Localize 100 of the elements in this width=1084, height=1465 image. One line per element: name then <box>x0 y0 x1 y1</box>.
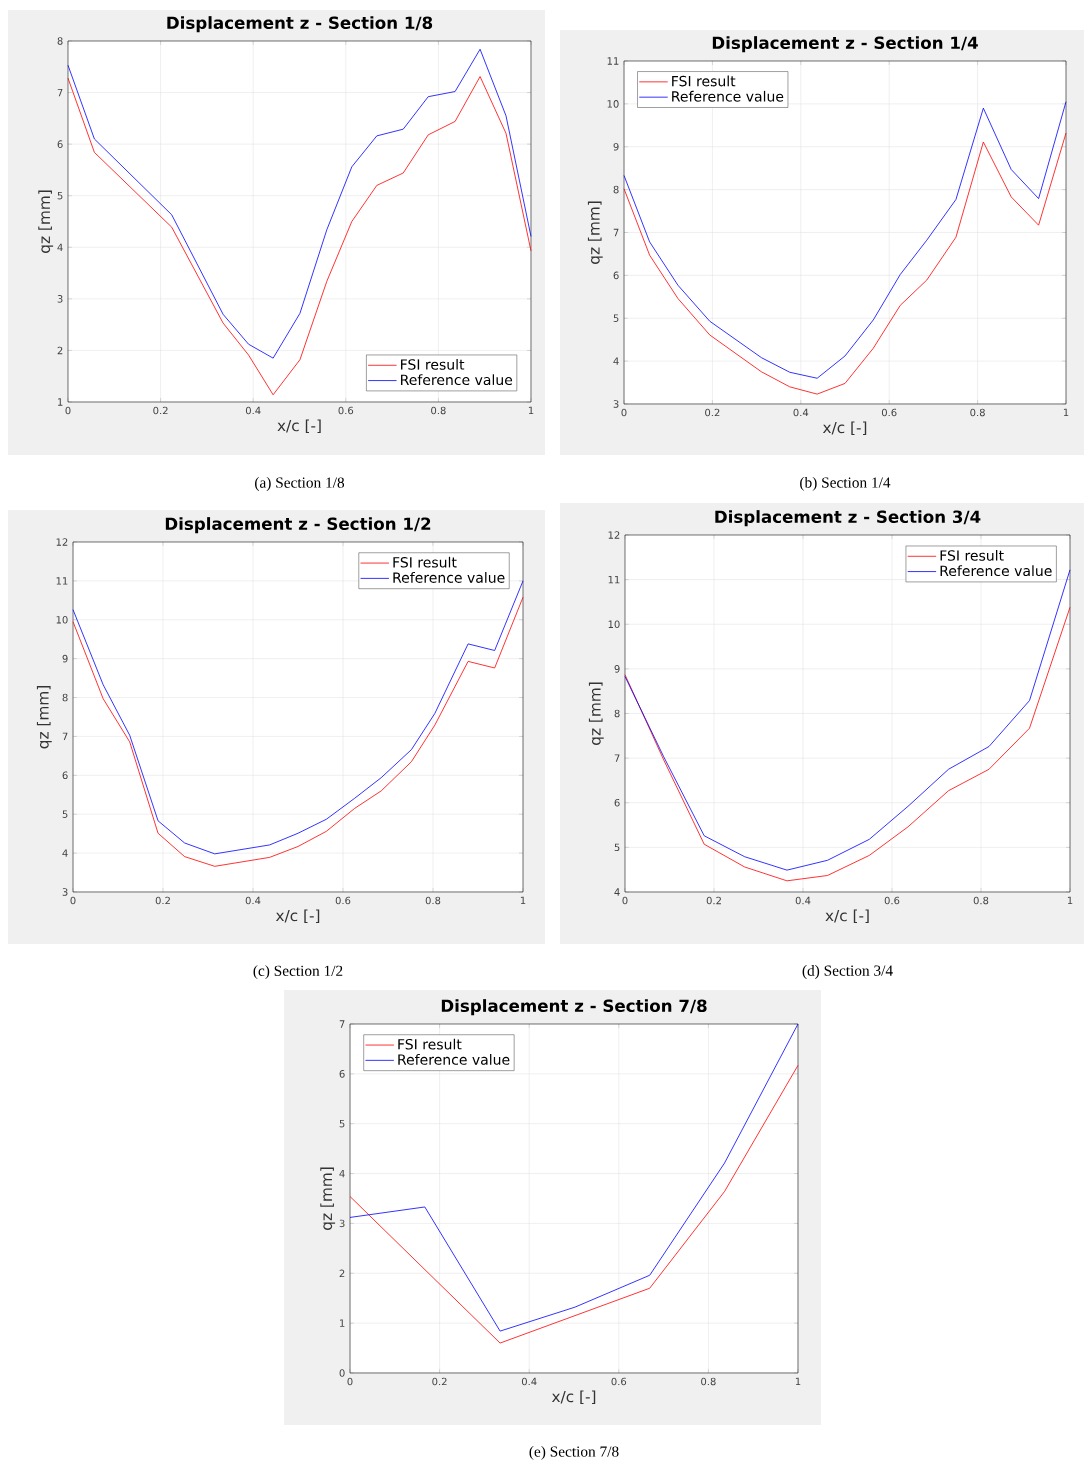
x-tick-label: 1 <box>528 406 534 414</box>
y-tick-label: 11 <box>607 57 619 65</box>
y-tick-label: 7 <box>57 88 63 97</box>
y-tick-label: 7 <box>614 754 620 762</box>
y-tick-label: 5 <box>614 843 620 852</box>
y-axis-title: qz [mm] <box>588 682 604 745</box>
x-tick-label: 0.8 <box>431 406 446 415</box>
y-tick-label: 6 <box>614 798 620 807</box>
legend-label: FSI result <box>398 1038 462 1050</box>
y-axis-title: qz [mm] <box>587 201 603 264</box>
legend-label: FSI result <box>401 358 465 370</box>
legend-label: FSI result <box>940 549 1004 561</box>
chart-title: Displacement z - Section 3/4 <box>715 510 981 527</box>
x-tick-label: 0.8 <box>973 896 989 905</box>
line-series <box>624 606 1071 882</box>
text: (d) Section 3/4 <box>802 965 893 979</box>
y-tick-label: 8 <box>57 37 63 45</box>
chart-title: Displacement z - Section 7/8 <box>441 999 707 1016</box>
y-tick-label: 8 <box>62 693 68 702</box>
line-series <box>349 1064 799 1344</box>
x-tick-label: 0.2 <box>706 896 721 905</box>
x-tick-label: 1 <box>1067 896 1073 904</box>
legend-label: Reference value <box>401 374 513 386</box>
y-tick-label: 8 <box>614 709 620 718</box>
y-tick-label: 9 <box>613 142 619 151</box>
y-tick-label: 1 <box>58 398 63 406</box>
text: (a) Section 1/8 <box>255 476 345 491</box>
chart-title: Displacement z - Section 1/2 <box>165 517 431 534</box>
y-tick-label: 1 <box>340 1319 345 1327</box>
y-tick-label: 0 <box>339 1369 345 1377</box>
y-axis-title: qz [mm] <box>38 190 54 253</box>
x-axis-title: x/c [-] <box>275 909 320 924</box>
x-tick-label: 0.2 <box>432 1377 447 1386</box>
y-tick-label: 7 <box>613 228 619 237</box>
x-axis-title: x/c [-] <box>825 909 869 924</box>
chart-title: Displacement z - Section 1/8 <box>167 16 433 33</box>
line-series <box>67 48 532 359</box>
y-tick-label: 12 <box>608 531 620 539</box>
x-tick-label: 0.2 <box>155 896 170 905</box>
y-tick-label: 3 <box>57 295 63 303</box>
y-tick-label: 3 <box>62 888 68 896</box>
y-tick-label: 7 <box>62 732 68 741</box>
y-tick-label: 8 <box>613 185 619 194</box>
x-tick-label: 0.2 <box>705 408 720 417</box>
x-tick-label: 0.6 <box>611 1377 627 1386</box>
y-tick-label: 5 <box>613 314 619 322</box>
x-axis-title: x/c [-] <box>822 421 867 436</box>
x-tick-label: 0.4 <box>521 1377 537 1386</box>
x-tick-label: 0.6 <box>338 406 354 415</box>
y-tick-label: 10 <box>608 620 620 629</box>
x-tick-label: 1 <box>795 1377 801 1385</box>
legend-label: Reference value <box>393 572 505 583</box>
x-tick-label: 0.6 <box>881 408 897 417</box>
y-tick-label: 6 <box>62 771 68 780</box>
y-tick-label: 2 <box>339 1269 345 1277</box>
x-axis-title: x/c [-] <box>277 419 321 434</box>
y-tick-label: 5 <box>339 1120 345 1128</box>
y-tick-label: 3 <box>613 400 619 408</box>
y-tick-label: 6 <box>57 140 63 148</box>
legend-label: Reference value <box>672 90 784 102</box>
x-tick-label: 0.4 <box>793 408 809 417</box>
x-tick-label: 0.4 <box>245 896 261 905</box>
y-tick-label: 6 <box>339 1070 345 1078</box>
line-series <box>67 76 532 396</box>
x-tick-label: 0.2 <box>153 406 168 415</box>
y-tick-label: 4 <box>57 243 63 251</box>
y-tick-label: 12 <box>56 538 68 546</box>
x-tick-label: 0 <box>622 896 628 905</box>
x-tick-label: 0.4 <box>795 896 811 905</box>
y-tick-label: 3 <box>339 1219 345 1228</box>
text: (e) Section 7/8 <box>529 1445 619 1460</box>
legend-label: FSI result <box>393 556 457 568</box>
x-tick-label: 0.6 <box>884 896 900 905</box>
line-series <box>623 101 1067 379</box>
y-tick-label: 9 <box>62 654 68 663</box>
y-tick-label: 4 <box>614 888 620 896</box>
y-tick-label: 10 <box>607 100 619 108</box>
y-tick-label: 4 <box>613 357 619 365</box>
legend-label: FSI result <box>672 75 736 87</box>
text: (b) Section 1/4 <box>800 476 891 491</box>
y-tick-label: 11 <box>56 577 68 585</box>
x-axis-title: x/c [-] <box>551 1390 596 1405</box>
y-tick-label: 6 <box>613 271 619 280</box>
x-tick-label: 0 <box>621 408 627 417</box>
x-tick-label: 0.8 <box>701 1377 716 1386</box>
text: (c) Section 1/2 <box>253 965 343 980</box>
y-tick-label: 7 <box>339 1020 345 1028</box>
y-tick-label: 5 <box>62 810 68 818</box>
y-tick-label: 2 <box>57 346 63 355</box>
x-tick-label: 0 <box>70 896 76 905</box>
y-tick-label: 5 <box>57 192 63 200</box>
y-tick-label: 11 <box>608 575 620 584</box>
y-axis-title: qz [mm] <box>36 686 52 749</box>
x-tick-label: 1 <box>1063 408 1069 416</box>
y-tick-label: 9 <box>614 665 620 673</box>
x-tick-label: 0 <box>347 1377 353 1386</box>
x-tick-label: 0.8 <box>425 896 441 905</box>
y-tick-label: 4 <box>339 1169 345 1178</box>
x-tick-label: 0.8 <box>970 408 985 417</box>
y-tick-label: 10 <box>56 615 68 624</box>
